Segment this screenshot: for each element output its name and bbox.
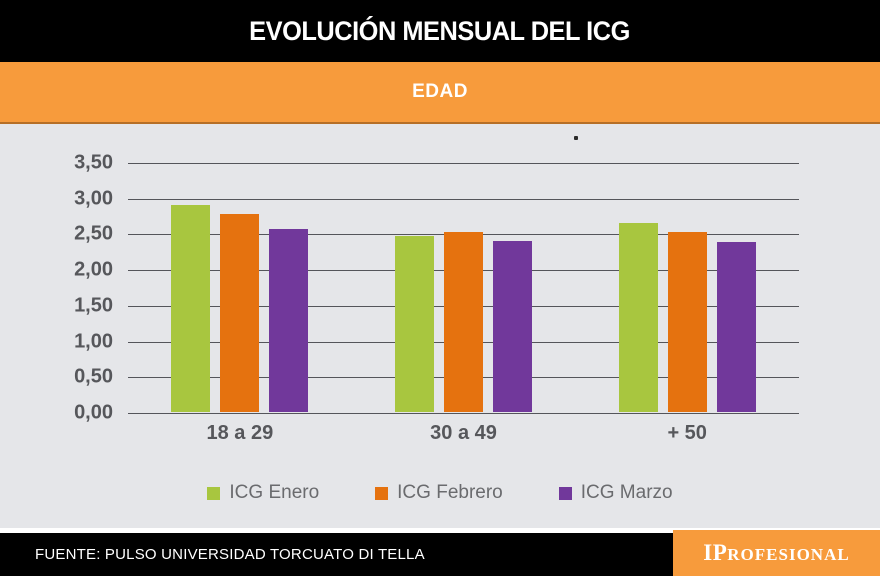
bar [493,240,532,412]
header: EVOLUCIÓN MENSUAL DEL ICG [0,0,880,62]
bar [220,214,260,412]
y-tick-label: 1,00 [74,330,113,353]
brand-prefix: IP [703,540,728,565]
gridline [128,163,799,164]
y-tick-label: 1,50 [74,294,113,317]
legend-label: ICG Marzo [580,482,673,503]
iprofesional-logo: IPROFESIONAL [673,530,880,576]
bar [618,223,658,412]
brand-rest: ROFESIONAL [727,545,850,564]
bar [667,232,707,412]
legend-label: ICG Febrero [397,482,503,503]
x-axis-label: 30 a 49 [430,422,497,444]
footer: FUENTE: PULSO UNIVERSIDAD TORCUATO DI TE… [0,528,880,576]
plot-area [128,162,799,414]
x-axis-label: 18 a 29 [206,422,274,444]
bar-group [575,162,799,412]
y-tick-label: 2,00 [74,258,113,281]
gridline [128,198,799,200]
y-tick-label: 2,50 [74,222,113,245]
stray-dot [574,136,578,140]
legend-swatch-icon [558,486,572,500]
legend-label: ICG Enero [229,482,320,503]
legend-item: ICG Enero [207,482,319,504]
bar-group [352,162,576,412]
bar-groups [128,162,799,412]
y-tick-label: 0,50 [74,365,113,388]
legend-swatch-icon [207,486,221,500]
chart-area: 3,50 3,00 2,50 2,00 1,50 1,00 0,50 0,00 18 a 29… [0,124,880,528]
legend: ICG Enero ICG Febrero ICG Marzo [0,482,880,504]
page-title: EVOLUCIÓN MENSUAL DEL ICG [249,15,631,46]
source-text: FUENTE: PULSO UNIVERSIDAD TORCUATO DI TE… [35,546,425,563]
legend-item: ICG Febrero [375,482,503,504]
y-tick-label: 0,00 [74,401,113,424]
brand-text: IPROFESIONAL [703,540,849,566]
legend-item: ICG Marzo [558,482,673,504]
chart-subtitle: EDAD [412,81,468,102]
x-axis-label: + 50 [667,422,707,444]
x-axis: 18 a 29 30 a 49 + 50 [128,422,799,445]
y-tick-label: 3,50 [74,151,113,174]
bar-group [128,162,352,412]
gridline [128,413,799,414]
legend-swatch-icon [375,486,389,500]
bar [716,242,756,412]
bar [395,235,434,412]
bar [171,204,211,412]
y-tick-label: 3,00 [74,187,113,210]
y-axis: 3,50 3,00 2,50 2,00 1,50 1,00 0,50 0,00 [0,152,113,424]
bar [269,229,309,412]
bar [444,232,483,412]
subtitle-banner: EDAD [0,62,880,124]
